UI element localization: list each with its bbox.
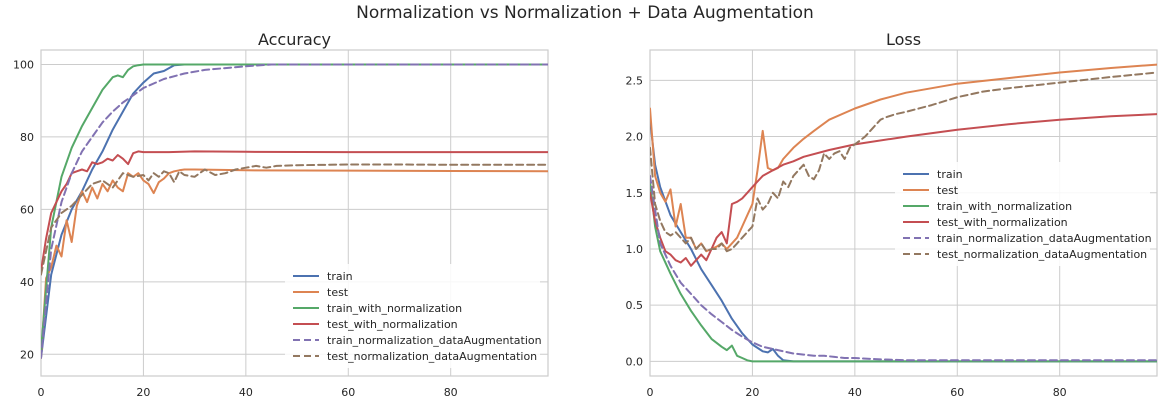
accuracy-ytick-label: 40 [20,276,34,289]
loss-legend: train test train_with_normalization test_wi… [895,162,1152,266]
figure-suptitle: Normalization vs Normalization + Data Au… [356,3,814,23]
loss-legend-label: train_normalization_dataAugmentation [937,232,1152,245]
accuracy-legend: train test train_with_normalization test_wi… [285,264,542,368]
accuracy-ytick-label: 80 [20,131,34,144]
loss-xtick-label: 80 [1053,386,1067,399]
loss-xtick-label: 40 [848,386,862,399]
loss-title: Loss [886,30,921,49]
accuracy-xtick-label: 40 [239,386,253,399]
accuracy-ytick-label: 100 [13,58,34,71]
accuracy-xtick-label: 80 [444,386,458,399]
accuracy-legend-label: test_normalization_dataAugmentation [327,350,537,363]
loss-series-test-normalization-dataAugmentation [650,71,1157,253]
loss-series-test-with-normalization [650,113,1157,267]
accuracy-ytick-label: 60 [20,203,34,216]
loss-legend-label: train [937,168,963,181]
accuracy-legend-label: train_normalization_dataAugmentation [327,334,542,347]
accuracy-series-test [41,168,548,359]
accuracy-series-train-with-normalization [41,63,548,352]
accuracy-xtick-label: 60 [341,386,355,399]
loss-ytick-label: 2.5 [626,74,644,87]
loss-xtick-label: 60 [950,386,964,399]
accuracy-ytick-label: 20 [20,348,34,361]
loss-ytick-label: 1.0 [626,243,644,256]
loss-series-train-normalization-dataAugmentation [650,174,1157,362]
loss-ytick-label: 0.0 [626,355,644,368]
accuracy-legend-label: train_with_normalization [327,302,462,315]
loss-xtick-label: 0 [647,386,654,399]
accuracy-series-train-normalization-dataAugmentation [41,63,548,359]
loss-legend-label: test [937,184,959,197]
loss-series-test [650,63,1157,253]
loss-ytick-label: 1.5 [626,187,644,200]
accuracy-xtick-label: 0 [38,386,45,399]
loss-series-train-with-normalization [650,180,1157,363]
accuracy-legend-label: test [327,286,349,299]
loss-ytick-label: 0.5 [626,299,644,312]
loss-axes-frame [649,49,1158,377]
accuracy-axes-frame [40,49,549,377]
accuracy-xtick-label: 20 [136,386,150,399]
loss-xtick-label: 20 [745,386,759,399]
accuracy-series-test-with-normalization [41,150,548,272]
loss-legend-label: test_normalization_dataAugmentation [937,248,1147,261]
loss-legend-label: test_with_normalization [937,216,1068,229]
loss-legend-label: train_with_normalization [937,200,1072,213]
accuracy-legend-label: test_with_normalization [327,318,458,331]
loss-ytick-label: 2.0 [626,131,644,144]
accuracy-title: Accuracy [258,30,331,49]
accuracy-series-test-normalization-dataAugmentation [41,163,548,276]
accuracy-legend-label: train [327,270,353,283]
